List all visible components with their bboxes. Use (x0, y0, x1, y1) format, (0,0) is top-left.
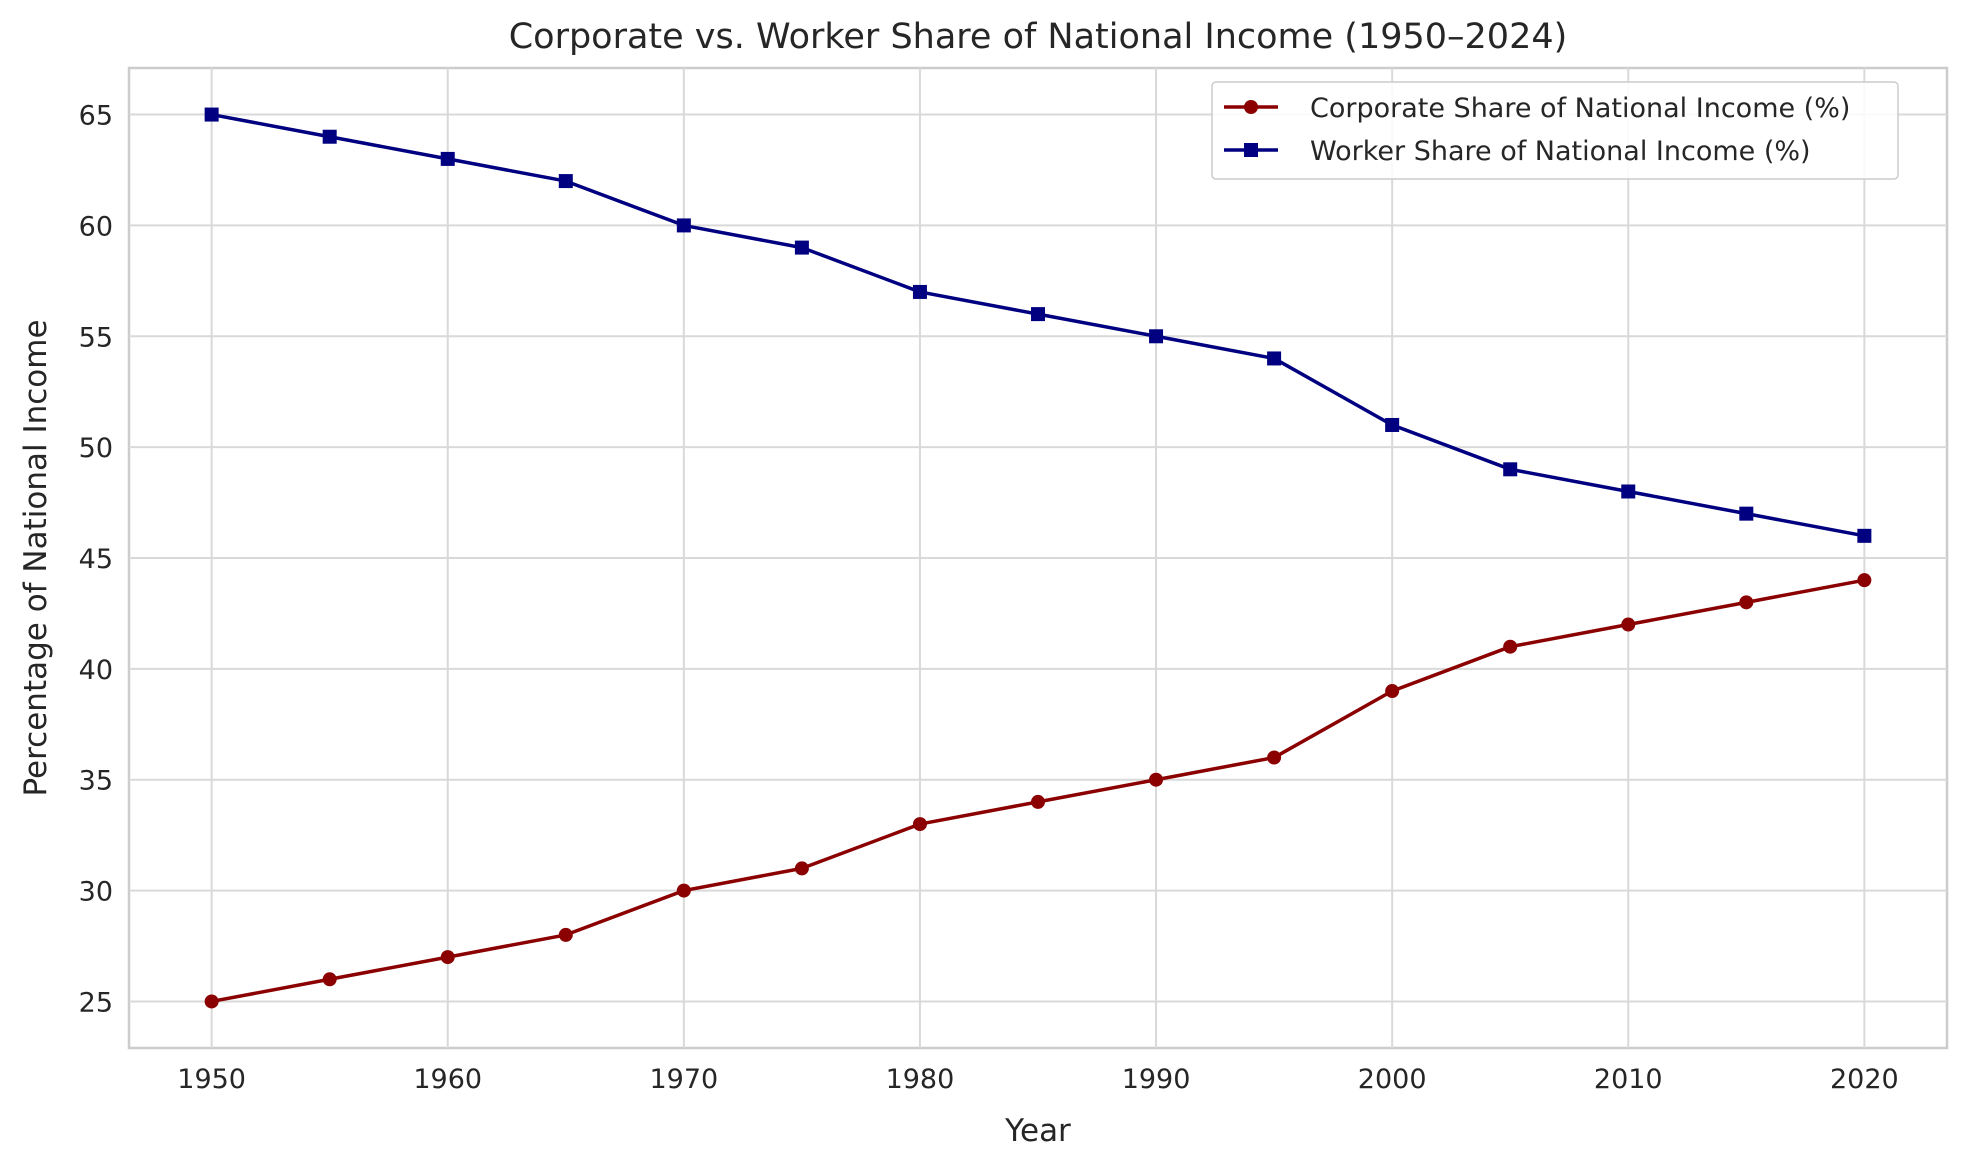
y-tick-label: 30 (79, 877, 113, 908)
data-point (1739, 595, 1754, 610)
x-tick-label: 1980 (886, 1064, 955, 1095)
tick-labels: 1950 1960 1970 1980 1990 2000 2010 2020 25 30 35 40… (79, 101, 1899, 1095)
data-point (558, 927, 573, 942)
data-point (440, 151, 455, 166)
legend-box (1211, 81, 1899, 180)
data-point (1857, 573, 1872, 588)
x-axis-label: Year (1004, 1113, 1071, 1149)
y-tick-label: 45 (79, 544, 113, 575)
data-point (1267, 351, 1282, 366)
data-point (1385, 417, 1400, 432)
y-axis-label: Percentage of National Income (18, 319, 54, 796)
data-point (1031, 794, 1045, 809)
data-point (1503, 462, 1518, 477)
data-point (1149, 329, 1164, 344)
legend: Corporate Share of National Income (%) W… (1211, 81, 1899, 180)
data-point (912, 284, 927, 299)
x-tick-label: 2020 (1830, 1064, 1899, 1095)
y-tick-label: 65 (79, 101, 113, 132)
data-point (204, 994, 219, 1009)
data-point (1031, 307, 1045, 322)
legend-item-worker: Worker Share of National Income (%) (1224, 136, 1811, 167)
data-point (676, 218, 691, 233)
y-tick-label: 50 (79, 433, 113, 464)
data-point (322, 972, 337, 987)
y-tick-label: 55 (79, 322, 113, 353)
data-point (1149, 772, 1164, 787)
x-tick-label: 2000 (1358, 1064, 1427, 1095)
series-layer (204, 107, 1872, 1009)
y-tick-label: 25 (79, 987, 113, 1018)
legend-label: Worker Share of National Income (%) (1310, 136, 1811, 167)
legend-label: Corporate Share of National Income (%) (1310, 93, 1850, 124)
legend-marker-square (1244, 143, 1258, 157)
data-point (1267, 750, 1282, 765)
legend-item-corporate: Corporate Share of National Income (%) (1224, 93, 1850, 124)
series-corporate (204, 573, 1872, 1009)
y-tick-label: 40 (79, 655, 113, 686)
legend-marker-circle (1244, 100, 1258, 114)
y-tick-label: 35 (79, 766, 113, 797)
data-point (1739, 506, 1754, 521)
data-point (322, 129, 337, 144)
data-point (1385, 684, 1400, 699)
data-point (1621, 484, 1636, 499)
data-point (1621, 617, 1636, 632)
data-point (558, 174, 573, 189)
data-point (794, 240, 809, 255)
y-tick-label: 60 (79, 211, 113, 242)
data-point (1503, 639, 1518, 654)
x-tick-label: 1950 (177, 1064, 246, 1095)
x-tick-label: 1990 (1122, 1064, 1191, 1095)
grid (129, 68, 1947, 1048)
data-point (912, 817, 927, 832)
x-tick-label: 1970 (649, 1064, 718, 1095)
x-tick-label: 2010 (1594, 1064, 1663, 1095)
data-point (1857, 528, 1872, 543)
series-worker (204, 107, 1872, 543)
chart-title: Corporate vs. Worker Share of National I… (509, 17, 1568, 57)
data-point (440, 950, 455, 965)
data-point (794, 861, 809, 876)
data-point (676, 883, 691, 898)
data-point (204, 107, 219, 122)
x-tick-label: 1960 (413, 1064, 482, 1095)
